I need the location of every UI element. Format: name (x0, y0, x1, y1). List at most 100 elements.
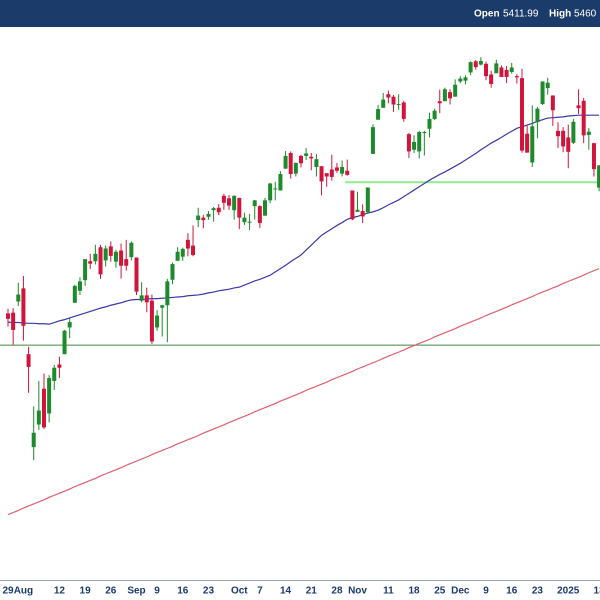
candle-body (67, 322, 72, 328)
candle-body (442, 89, 447, 102)
x-tick-label: 16 (506, 586, 518, 597)
x-tick-label: 7 (257, 586, 263, 597)
candle-body (412, 141, 417, 150)
candle-body (484, 63, 489, 77)
candle-body (293, 162, 298, 174)
candle-body (124, 259, 129, 266)
candle-body (119, 250, 124, 266)
x-tick-label: 11 (383, 586, 394, 597)
candle-body (514, 76, 519, 78)
candle-body (370, 127, 375, 154)
candle-body (499, 67, 504, 77)
candle-body (581, 100, 586, 136)
candle-body (345, 170, 350, 175)
candle-body (468, 62, 473, 73)
candle-body (386, 94, 391, 98)
candle-body (191, 245, 196, 256)
candle-body (473, 61, 478, 68)
candle-body (355, 209, 360, 212)
candle-body (77, 281, 82, 291)
candle-body (550, 95, 555, 111)
candle-body (83, 259, 88, 281)
candle-body (273, 188, 278, 190)
candle-body (62, 330, 67, 355)
candle-body (98, 247, 103, 275)
header-bar (0, 0, 600, 27)
candle-body (422, 132, 427, 134)
x-tick-label: 21 (306, 586, 318, 597)
candle-body (216, 207, 221, 213)
candle-body (319, 166, 324, 182)
candle-body (463, 77, 468, 81)
candle-body (129, 242, 134, 258)
x-tick-label: 26 (105, 586, 117, 597)
candle-body (566, 137, 571, 152)
candle-body (242, 217, 247, 223)
x-tick-label: Oct (231, 586, 248, 597)
candle-body (206, 213, 211, 217)
candle-body (540, 81, 545, 105)
candle-body (365, 187, 370, 213)
candle-body (36, 410, 41, 425)
candle-body (520, 78, 524, 151)
candle-body (509, 67, 514, 73)
candle-body (309, 156, 314, 159)
candle-body (324, 173, 329, 177)
candle-body (288, 153, 293, 175)
x-tick-label: 9 (154, 586, 160, 597)
candle-body (494, 63, 499, 74)
candle-body (201, 217, 206, 221)
candle-body (21, 288, 26, 326)
candle-body (525, 133, 530, 153)
candle-body (196, 215, 201, 221)
candle-body (26, 354, 31, 367)
candle-body (232, 195, 237, 211)
x-tick-label: Dec (451, 586, 470, 597)
candle-body (237, 197, 242, 218)
candle-body (535, 108, 540, 123)
candle-body (334, 167, 339, 171)
x-tick-label: Sep (127, 586, 145, 597)
candle-body (396, 104, 401, 106)
candle-body (561, 130, 566, 147)
candle-body (586, 131, 591, 135)
x-tick-label: Nov (348, 586, 367, 597)
candle-body (350, 190, 355, 220)
moving-average-line (7, 268, 600, 516)
candle-body (103, 248, 108, 261)
candle-body (211, 208, 216, 211)
candle-body (391, 96, 396, 105)
candle-body (432, 110, 437, 119)
candle-body (545, 82, 550, 89)
x-tick-label: 23 (203, 586, 215, 597)
candle-body (314, 159, 319, 168)
candle-body (185, 239, 190, 249)
candle-body (576, 105, 581, 109)
candle-body (571, 121, 576, 143)
candle-body (180, 248, 185, 257)
candle-body (268, 183, 273, 201)
candle-body (448, 92, 453, 99)
candle-body (31, 432, 36, 448)
candle-body (530, 126, 535, 163)
x-tick-label: 14 (280, 586, 292, 597)
high-value: 5460 (574, 9, 597, 20)
candle-body (113, 251, 118, 262)
candle-body (504, 69, 509, 77)
candle-body (88, 261, 93, 264)
plot-area (0, 57, 600, 516)
candle-body (376, 109, 381, 120)
candle-body (257, 206, 262, 223)
candle-body (478, 60, 483, 65)
x-tick-label: 18 (408, 586, 420, 597)
candle-body (247, 221, 252, 223)
candle-body (170, 264, 175, 280)
candle-body (329, 169, 334, 177)
candle-body (72, 285, 77, 303)
x-tick-label: 9 (483, 586, 489, 597)
candle-body (427, 118, 432, 129)
candle-body (437, 101, 442, 104)
x-tick-label: 2025 (557, 586, 580, 597)
